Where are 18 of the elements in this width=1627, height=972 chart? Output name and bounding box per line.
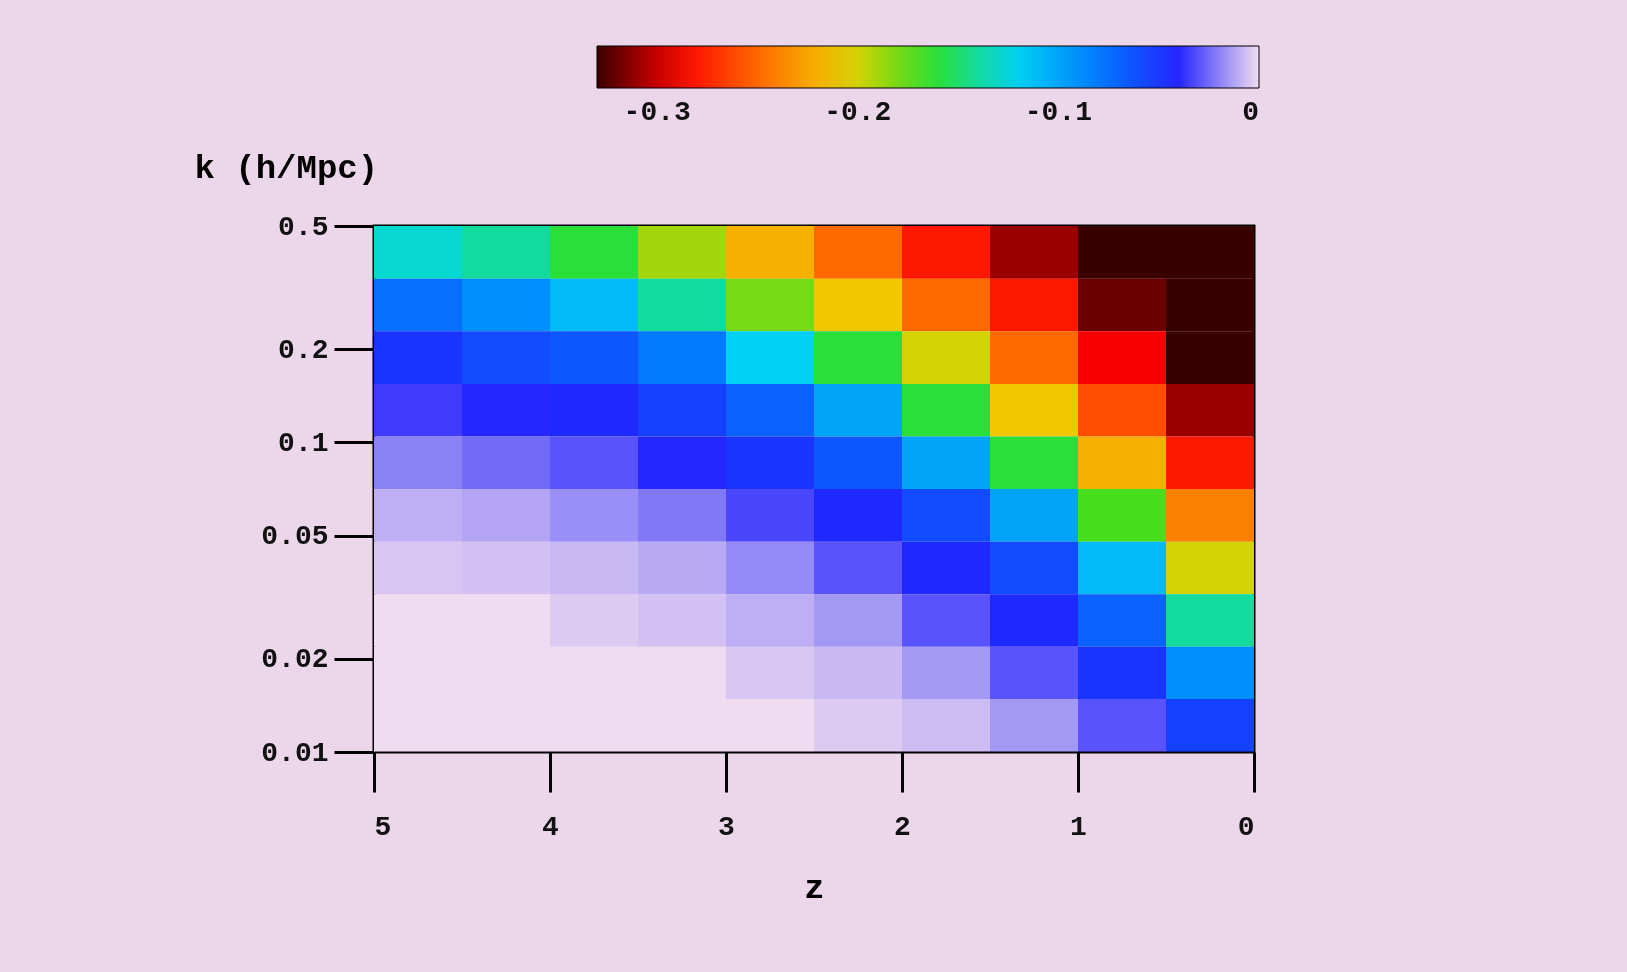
x-tick-label: 2 — [894, 811, 911, 843]
x-tick-label: 3 — [718, 811, 735, 843]
y-tick-label: 0.05 — [261, 521, 329, 553]
x-axis-title: z — [804, 869, 825, 908]
x-tick-label: 5 — [374, 811, 392, 843]
y-axis-title: k (h/Mpc) — [194, 149, 379, 188]
y-tick-label: 0.2 — [278, 334, 329, 366]
y-tick-label: 0.5 — [278, 211, 329, 243]
x-tick-label: 0 — [1237, 811, 1255, 843]
color-bar-label: -0.3 — [623, 97, 691, 128]
color-bar-label: -0.2 — [824, 97, 892, 128]
y-tick-label: 0.02 — [261, 644, 329, 676]
y-tick-label: 0.01 — [261, 737, 329, 769]
x-tick-label: 1 — [1070, 811, 1087, 843]
x-tick-label: 4 — [542, 811, 559, 843]
color-bar-label: 0 — [1242, 97, 1259, 128]
y-tick-label: 0.1 — [278, 427, 329, 459]
color-bar-label: -0.1 — [1024, 97, 1092, 128]
